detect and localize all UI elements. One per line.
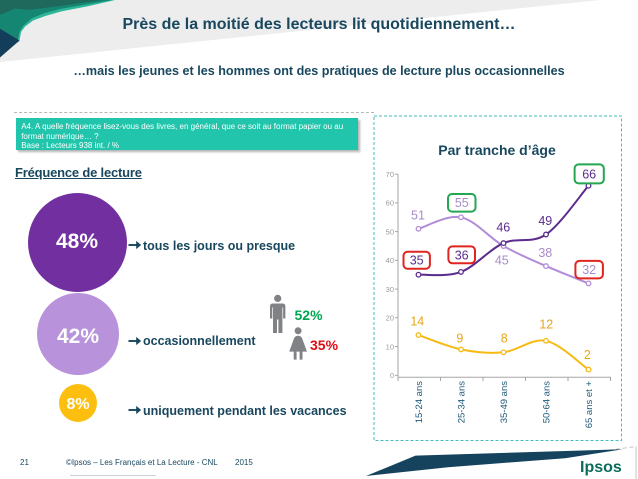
svg-text:9: 9 xyxy=(456,332,463,346)
svg-text:2: 2 xyxy=(584,348,591,362)
svg-text:10: 10 xyxy=(386,342,394,351)
svg-text:46: 46 xyxy=(496,221,510,235)
svg-text:66: 66 xyxy=(582,167,596,181)
svg-text:38: 38 xyxy=(538,246,552,260)
svg-text:65 ans et +: 65 ans et + xyxy=(584,381,595,429)
svg-text:49: 49 xyxy=(538,214,552,228)
svg-text:25-34 ans: 25-34 ans xyxy=(457,381,468,424)
svg-text:50: 50 xyxy=(386,227,394,236)
svg-text:45: 45 xyxy=(495,253,509,267)
svg-text:32: 32 xyxy=(582,263,596,277)
svg-text:60: 60 xyxy=(386,199,394,208)
svg-text:14: 14 xyxy=(410,314,424,328)
svg-text:55: 55 xyxy=(455,196,469,210)
svg-text:35-49 ans: 35-49 ans xyxy=(499,381,510,424)
svg-text:12: 12 xyxy=(539,318,553,332)
svg-text:50-64 ans: 50-64 ans xyxy=(542,381,553,424)
svg-text:40: 40 xyxy=(386,256,394,265)
svg-text:30: 30 xyxy=(386,285,394,294)
svg-text:15-24 ans: 15-24 ans xyxy=(414,381,425,424)
svg-text:8: 8 xyxy=(501,332,508,346)
svg-text:20: 20 xyxy=(386,314,394,323)
svg-text:Ipsos: Ipsos xyxy=(580,459,622,476)
svg-text:0: 0 xyxy=(390,371,394,380)
svg-text:Par tranche d’âge: Par tranche d’âge xyxy=(438,142,556,158)
svg-text:35: 35 xyxy=(410,254,424,268)
svg-text:36: 36 xyxy=(455,248,469,262)
svg-text:70: 70 xyxy=(386,170,394,179)
svg-text:51: 51 xyxy=(411,208,425,222)
